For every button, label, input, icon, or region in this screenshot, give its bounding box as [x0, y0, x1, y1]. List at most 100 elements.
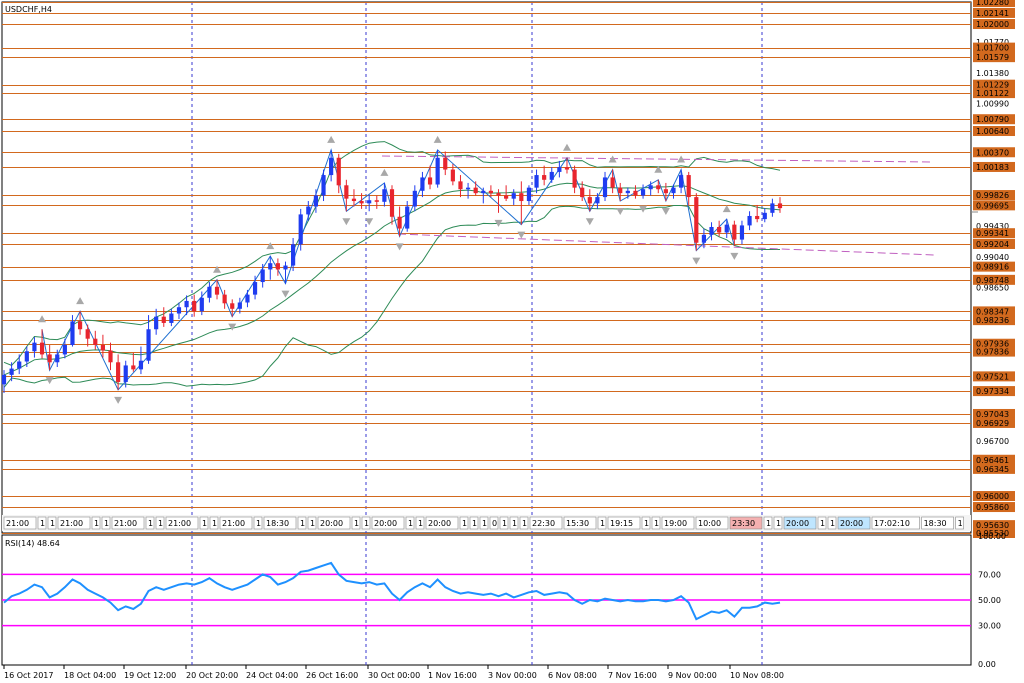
price-tick-label: 1.00183	[976, 163, 1009, 172]
bull-candle	[1, 370, 7, 393]
session-tag	[519, 516, 529, 530]
price-tag	[973, 491, 1015, 502]
session-tag-label: 1	[40, 519, 45, 528]
bull-candle	[549, 167, 554, 183]
time-tick-label: 30 Oct 00:00	[368, 671, 420, 680]
candle-body	[1, 374, 7, 385]
session-tag	[695, 516, 729, 530]
price-tag	[973, 52, 1015, 63]
candle-body	[717, 226, 722, 233]
session-tag-label: 1	[830, 519, 835, 528]
session-tag	[837, 516, 871, 530]
price-tag	[973, 238, 1015, 249]
candle-body	[260, 269, 265, 283]
session-tag	[297, 516, 307, 530]
price-tick-label: 0.99341	[976, 229, 1009, 238]
candle-body	[85, 329, 90, 339]
price-tag	[973, 228, 1015, 239]
candle-body	[458, 181, 463, 190]
price-tick-label: 0.98748	[976, 276, 1009, 285]
bull-candle	[625, 187, 630, 199]
candle-body	[542, 175, 547, 180]
price-tag	[973, 114, 1015, 125]
bear-candle	[580, 181, 585, 202]
price-tick-label: 1.01700	[976, 44, 1009, 53]
price-tick-label: 1.00370	[976, 148, 1009, 157]
session-tag-label: 1	[600, 519, 605, 528]
price-tag	[973, 7, 1015, 18]
session-tag-label: 21:00	[6, 519, 29, 528]
candle-body	[420, 177, 425, 191]
price-tag	[973, 463, 1015, 474]
candle-body	[237, 302, 242, 309]
fractal-down-marker	[692, 257, 701, 265]
price-tag	[973, 315, 1015, 326]
level-lines	[2, 2, 971, 534]
candle-body	[214, 286, 220, 295]
session-tag-label: 1	[522, 519, 527, 528]
session-tag	[253, 516, 263, 530]
time-tick-label: 19 Oct 12:00	[124, 671, 176, 680]
candles	[1, 149, 783, 393]
rsi-tick-label: 0.00	[978, 660, 996, 669]
candle-body	[595, 197, 600, 204]
session-tag	[499, 516, 509, 530]
price-tick-label: 1.01579	[976, 53, 1009, 62]
session-tag	[597, 516, 607, 530]
session-tag-label: 19:00	[664, 519, 687, 528]
candle-body	[443, 157, 448, 170]
price-tick-label: 1.00790	[976, 115, 1009, 124]
session-tag-label: 18:30	[924, 519, 947, 528]
session-tag-label: 21:00	[168, 519, 191, 528]
price-tick-label: 1.02280	[976, 0, 1009, 7]
candle-body	[321, 175, 326, 196]
bull-candle	[62, 338, 67, 359]
bull-candle	[511, 189, 516, 205]
price-tag	[973, 520, 1015, 531]
bull-candle	[291, 238, 296, 272]
candle-body	[580, 187, 585, 198]
price-tick-label: 0.95860	[976, 503, 1009, 512]
fractal-down-marker	[281, 290, 290, 298]
price-tag	[973, 386, 1015, 397]
candle-body	[663, 189, 668, 194]
bear-candle	[542, 165, 547, 186]
bull-candle	[412, 185, 417, 212]
band-upper	[3, 141, 781, 366]
bull-candle	[207, 282, 212, 303]
candle-body	[146, 329, 151, 361]
candle-body	[138, 360, 144, 370]
bear-candle	[572, 165, 577, 194]
bull-candle	[329, 149, 334, 182]
bull-candle	[367, 194, 372, 212]
candle-body	[24, 351, 29, 362]
price-tag	[973, 408, 1015, 419]
rsi-tick-label: 30.00	[978, 622, 1001, 631]
fractal-down-marker	[639, 205, 648, 213]
rsi-levels	[2, 573, 971, 627]
session-tag-label: 1	[256, 519, 261, 528]
rsi-path	[3, 561, 781, 621]
bear-candle	[275, 258, 280, 276]
bear-candle	[222, 289, 227, 309]
session-tag	[651, 516, 661, 530]
price-tick-label: 0.96700	[976, 437, 1009, 446]
bull-candle	[154, 308, 159, 335]
time-tick-label: 24 Oct 04:00	[246, 671, 298, 680]
price-tick-label: 1.00640	[976, 127, 1009, 136]
price-tag	[973, 161, 1015, 172]
price-tag	[973, 79, 1015, 90]
bull-candle	[24, 346, 29, 368]
price-tick-label: 0.99040	[976, 253, 1009, 262]
session-tag-label: 1	[654, 519, 659, 528]
rsi-line	[3, 561, 781, 621]
fractal-up-marker	[380, 168, 389, 176]
candle-body	[618, 187, 623, 194]
candle-body	[405, 206, 410, 229]
time-axis: 16 Oct 2017 18 Oct 04:00 19 Oct 12:00 20 Oc…	[3, 665, 784, 680]
session-tag	[111, 516, 145, 530]
candle-body	[192, 300, 197, 312]
bull-candle	[739, 220, 745, 245]
price-tag	[973, 261, 1015, 272]
